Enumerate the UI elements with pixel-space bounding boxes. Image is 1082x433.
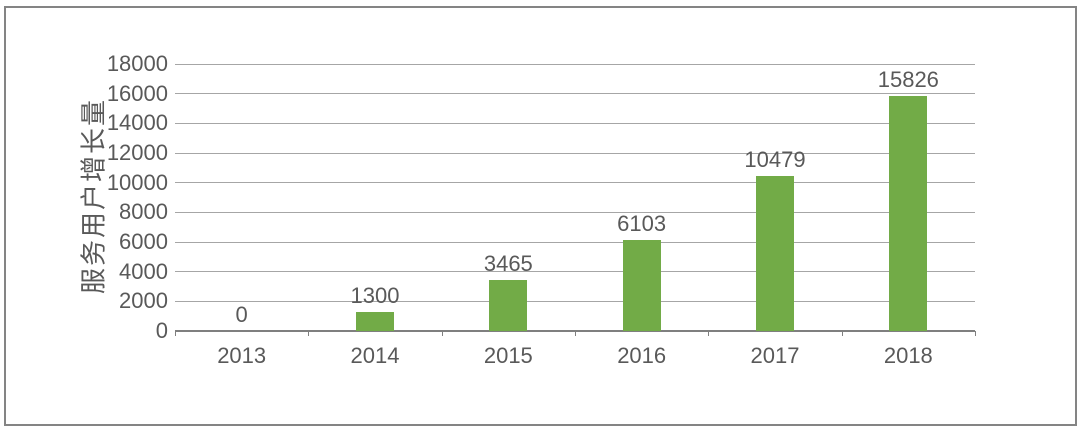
bar-value-label: 6103 (617, 211, 667, 236)
gridline (175, 271, 975, 273)
x-axis-tick-mark (441, 331, 443, 336)
bar-value-label: 3465 (483, 251, 533, 276)
gridline (175, 300, 975, 302)
x-axis-tick-label: 2017 (750, 343, 800, 368)
gridline (175, 211, 975, 213)
x-axis-tick-mark (575, 331, 576, 336)
bar-value-label: 0 (235, 302, 248, 327)
gridline (175, 182, 975, 184)
bar (489, 280, 528, 331)
y-axis-tick-label: 0 (155, 318, 168, 343)
y-axis-tick-label: 18000 (106, 51, 168, 76)
y-axis-tick-label: 12000 (106, 140, 168, 165)
gridline (175, 241, 975, 243)
bar-value-label: 10479 (744, 147, 806, 172)
bar-value-label: 15826 (877, 67, 939, 92)
x-axis-tick-mark (708, 331, 710, 336)
y-axis-tick-label: 14000 (106, 110, 168, 136)
y-axis-tick-label: 16000 (106, 80, 168, 106)
bar (622, 240, 661, 331)
x-axis-tick-mark (975, 331, 976, 336)
x-axis-tick-label: 2016 (617, 343, 667, 368)
chart-border (4, 6, 1077, 426)
y-axis-tick-label: 8000 (119, 199, 168, 225)
gridline (175, 122, 975, 124)
bar (889, 96, 928, 331)
y-axis-tick-label: 2000 (119, 288, 168, 314)
x-axis-line (175, 330, 975, 332)
x-axis-tick-label: 2013 (217, 343, 267, 368)
x-axis-tick-label: 2014 (350, 343, 400, 368)
x-axis-tick-label: 2018 (883, 343, 933, 368)
x-axis-tick-mark (308, 331, 310, 336)
gridline (175, 93, 975, 95)
x-axis-tick-label: 2015 (483, 343, 533, 368)
y-axis-tick-label: 6000 (119, 229, 168, 254)
gridline (175, 63, 975, 65)
x-axis-tick-mark (841, 331, 843, 336)
bar (756, 176, 794, 331)
bar-value-label: 1300 (350, 283, 400, 308)
bar (356, 312, 394, 331)
y-axis-tick-label: 10000 (106, 169, 168, 195)
x-axis-tick-mark (175, 331, 176, 336)
y-axis-tick-label: 4000 (119, 258, 168, 284)
gridline (175, 152, 975, 154)
